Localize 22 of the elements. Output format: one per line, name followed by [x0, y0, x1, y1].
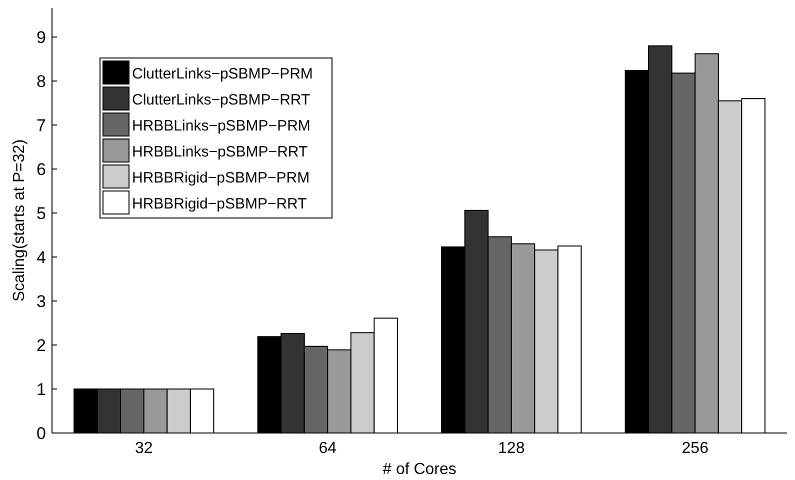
y-tick-label: 7: [36, 116, 46, 135]
legend-label: HRBBRigid−pSBMP−RRT: [132, 195, 307, 212]
legend-label: HRBBRigid−pSBMP−PRM: [132, 169, 310, 186]
y-tick-label: 2: [36, 336, 46, 355]
y-axis-title: Scaling(starts at P=32): [11, 139, 28, 302]
x-tick-label: 32: [134, 440, 153, 457]
y-tick-label: 1: [36, 380, 46, 399]
y-tick-label: 4: [36, 248, 46, 267]
y-tick-label: 0: [36, 424, 46, 443]
legend-label: ClutterLinks−pSBMP−PRM: [132, 65, 313, 82]
x-axis-title: # of Cores: [382, 461, 456, 478]
y-tick-label: 6: [36, 160, 46, 179]
legend-label: ClutterLinks−pSBMP−RRT: [132, 91, 310, 108]
legend-label: HRBBLinks−pSBMP−PRM: [132, 117, 310, 134]
y-tick-label: 5: [36, 204, 46, 223]
y-tick-label: 3: [36, 292, 46, 311]
y-tick-label: 9: [36, 28, 46, 47]
x-tick-label: 64: [318, 440, 337, 457]
legend-label: HRBBLinks−pSBMP−RRT: [132, 143, 308, 160]
x-tick-label: 128: [498, 440, 525, 457]
x-tick-label: 256: [682, 440, 709, 457]
y-tick-label: 8: [36, 72, 46, 91]
